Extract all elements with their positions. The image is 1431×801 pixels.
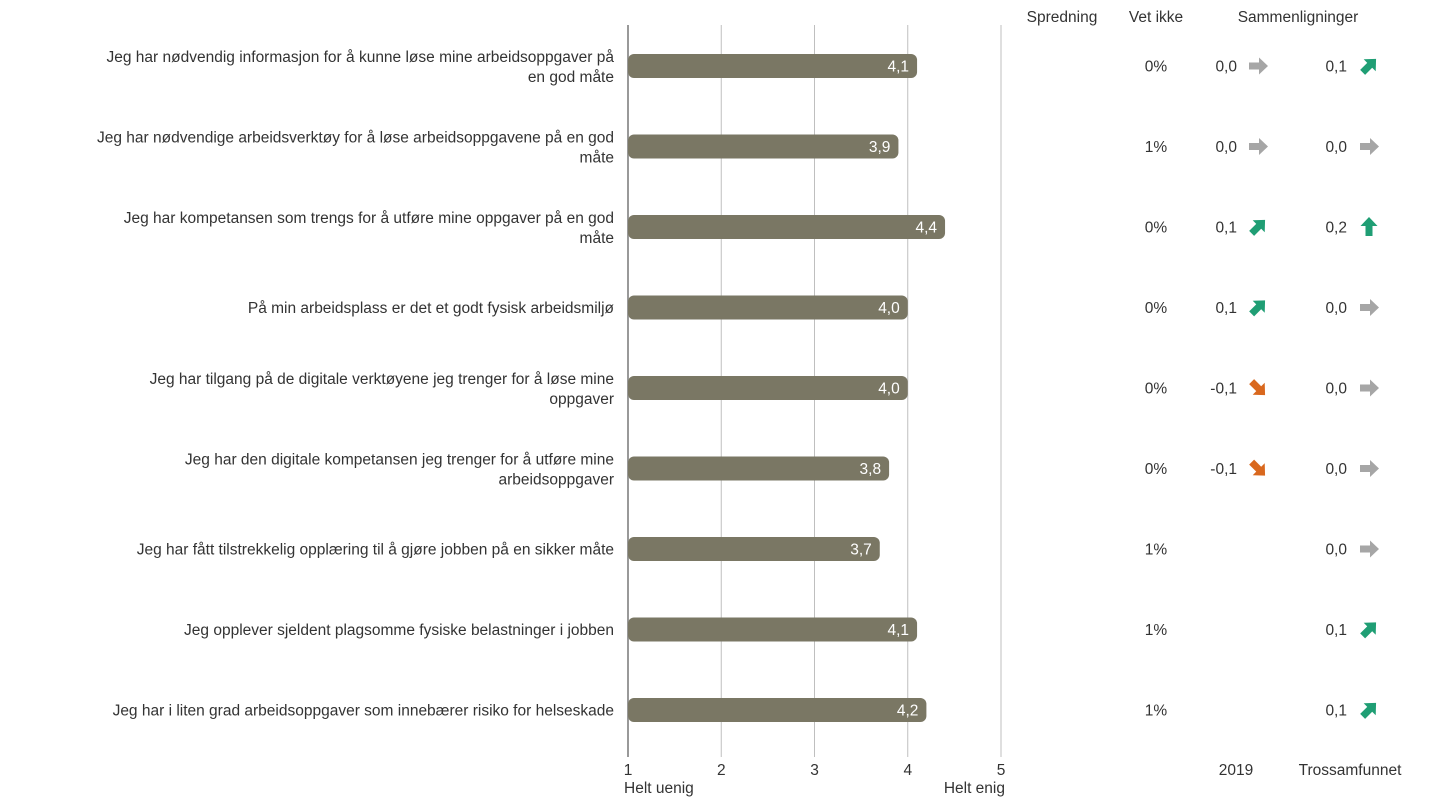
- category-label: Jeg har kompetansen som trengs for å utf…: [124, 210, 614, 247]
- trend-flat-icon: [1360, 138, 1379, 155]
- dont-know-value: 0%: [1145, 59, 1168, 76]
- dont-know-value: 0%: [1145, 300, 1168, 317]
- x-tick-label: 1: [624, 762, 633, 779]
- bar: [628, 698, 927, 722]
- trend-flat-icon: [1360, 299, 1379, 316]
- trend-flat-icon: [1249, 57, 1268, 75]
- bar-value-label: 3,7: [850, 542, 872, 559]
- comparison-trossamfunnet-value: 0,0: [1325, 461, 1347, 478]
- trend-down-right-icon: [1249, 379, 1266, 396]
- comparison-trossamfunnet-value: 0,0: [1325, 139, 1347, 156]
- bar: [628, 537, 880, 561]
- comparison-2019-value: 0,0: [1215, 59, 1237, 76]
- dont-know-value: 1%: [1145, 139, 1168, 156]
- category-label: Jeg har nødvendig informasjon for å kunn…: [107, 49, 615, 86]
- trend-flat-icon: [1360, 379, 1379, 397]
- bar: [628, 376, 908, 400]
- trend-flat-icon: [1249, 138, 1268, 155]
- dont-know-value: 0%: [1145, 461, 1168, 478]
- bar: [628, 54, 918, 78]
- header-dont-know: Vet ikke: [1129, 9, 1183, 26]
- header-2019: 2019: [1219, 762, 1253, 779]
- bar: [628, 134, 899, 159]
- trend-flat-icon: [1360, 540, 1379, 558]
- bar: [628, 215, 946, 239]
- comparison-trossamfunnet-value: 0,0: [1325, 381, 1347, 398]
- dont-know-value: 0%: [1145, 381, 1168, 398]
- comparison-trossamfunnet-value: 0,1: [1325, 59, 1347, 76]
- bar: [628, 456, 890, 481]
- bar: [628, 617, 918, 642]
- x-tick-label: 4: [903, 762, 912, 779]
- comparison-trossamfunnet-value: 0,2: [1325, 220, 1347, 237]
- bars: 4,1 3,9 4,4 4,0 4,0 3,8 3,7 4,1 4,2: [628, 54, 946, 722]
- x-tick-label: 2: [717, 762, 726, 779]
- category-labels: Jeg har nødvendig informasjon for å kunn…: [97, 49, 615, 720]
- dont-know-value: 0%: [1145, 220, 1168, 237]
- bar: [628, 295, 908, 320]
- x-min-label: Helt uenig: [624, 780, 694, 797]
- comparison-2019-value: -0,1: [1210, 381, 1237, 398]
- trend-up-icon: [1360, 217, 1378, 236]
- trend-up-right-icon: [1360, 702, 1377, 719]
- side-columns: 0% 0,0 0,1 1% 0,0 0,0 0% 0,1 0,2 0% 0,1 0,0 0% -0,1 0,…: [1145, 57, 1379, 720]
- x-max-label: Helt enig: [944, 780, 1005, 797]
- trend-up-right-icon: [1360, 622, 1377, 639]
- bar-value-label: 4,0: [878, 300, 900, 317]
- comparison-2019-value: -0,1: [1210, 461, 1237, 478]
- trend-flat-icon: [1360, 460, 1379, 477]
- category-label: Jeg har tilgang på de digitale verktøyen…: [150, 371, 614, 408]
- bar-value-label: 4,4: [915, 220, 937, 237]
- dont-know-value: 1%: [1145, 703, 1168, 720]
- category-label: Jeg opplever sjeldent plagsomme fysiske …: [184, 622, 614, 639]
- bar-value-label: 3,9: [869, 139, 891, 156]
- x-tick-label: 3: [810, 762, 819, 779]
- category-label: Jeg har den digitale kompetansen jeg tre…: [185, 452, 614, 489]
- trend-up-right-icon: [1249, 300, 1266, 317]
- comparison-trossamfunnet-value: 0,1: [1325, 703, 1347, 720]
- bar-value-label: 4,1: [888, 59, 910, 76]
- dont-know-value: 1%: [1145, 542, 1168, 559]
- comparison-2019-value: 0,1: [1215, 220, 1237, 237]
- bar-value-label: 4,1: [888, 622, 910, 639]
- comparison-trossamfunnet-value: 0,1: [1325, 622, 1347, 639]
- x-tick-label: 5: [997, 762, 1006, 779]
- comparison-trossamfunnet-value: 0,0: [1325, 542, 1347, 559]
- comparison-2019-value: 0,1: [1215, 300, 1237, 317]
- category-label: Jeg har i liten grad arbeidsoppgaver som…: [113, 703, 614, 720]
- dont-know-value: 1%: [1145, 622, 1168, 639]
- header-comparisons: Sammenligninger: [1238, 9, 1359, 26]
- comparison-2019-value: 0,0: [1215, 139, 1237, 156]
- trend-up-right-icon: [1360, 58, 1377, 75]
- comparison-trossamfunnet-value: 0,0: [1325, 300, 1347, 317]
- category-label: Jeg har fått tilstrekkelig opplæring til…: [137, 542, 614, 559]
- trend-up-right-icon: [1249, 219, 1266, 236]
- category-label: Jeg har nødvendige arbeidsverktøy for å …: [97, 130, 614, 167]
- bar-value-label: 4,0: [878, 381, 900, 398]
- header-trossamfunnet: Trossamfunnet: [1299, 762, 1402, 779]
- header-spread: Spredning: [1027, 9, 1098, 26]
- trend-down-right-icon: [1249, 459, 1266, 476]
- bar-value-label: 3,8: [860, 461, 882, 478]
- bar-value-label: 4,2: [897, 703, 919, 720]
- category-label: På min arbeidsplass er det et godt fysis…: [248, 300, 615, 317]
